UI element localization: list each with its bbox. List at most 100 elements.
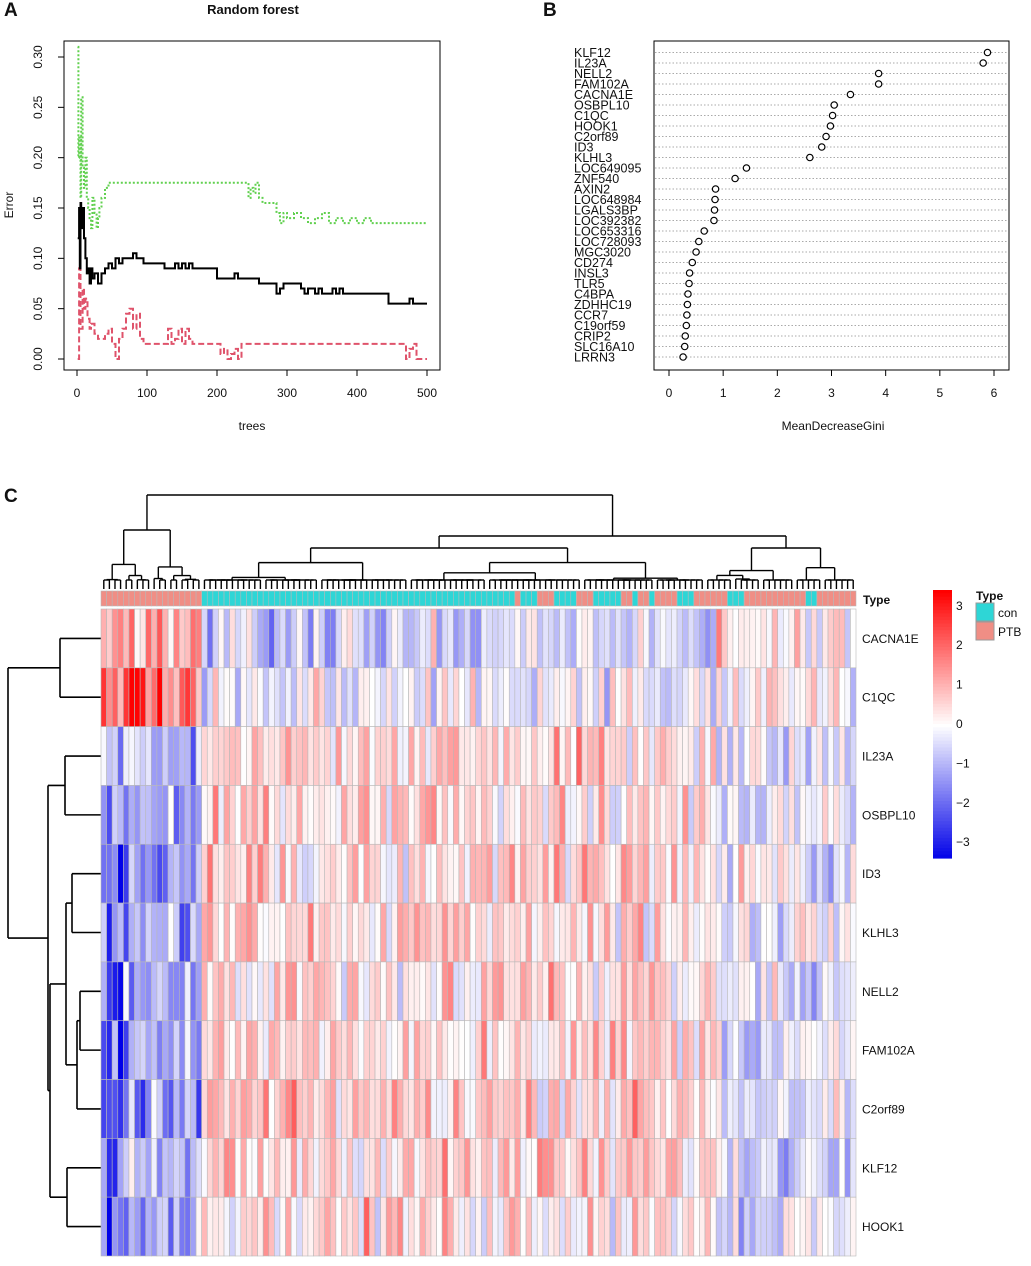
heatmap-cell xyxy=(659,1079,667,1139)
heatmap-cell xyxy=(352,1138,359,1198)
heatmap-cell xyxy=(369,667,376,727)
heatmap-cell xyxy=(436,726,443,786)
type-cell xyxy=(385,590,393,607)
heatmap-cell xyxy=(693,1079,700,1139)
heatmap-cell xyxy=(380,1138,387,1198)
variable-label: TLR5 xyxy=(574,277,605,291)
heatmap-cell xyxy=(576,1020,583,1080)
heatmap-cell xyxy=(302,1020,309,1080)
heatmap-cell xyxy=(262,1138,270,1198)
heatmap-cell xyxy=(564,1196,572,1257)
scale-gradient-step xyxy=(933,834,952,839)
heatmap-cell xyxy=(408,961,415,1022)
type-cell xyxy=(380,590,387,607)
heatmap-cell xyxy=(604,785,611,845)
heatmap-cell xyxy=(419,1079,426,1139)
heatmap-cell xyxy=(715,1196,723,1257)
heatmap-cell xyxy=(352,1079,359,1139)
type-cell xyxy=(173,590,180,607)
heatmap-cell xyxy=(592,843,600,904)
heatmap-cell xyxy=(799,726,806,786)
heatmap-cell xyxy=(492,667,499,727)
heatmap-cell xyxy=(363,608,370,669)
heatmap-cell xyxy=(397,1020,404,1080)
importance-point xyxy=(979,59,987,67)
heatmap-cell xyxy=(139,1079,147,1139)
heatmap-cell xyxy=(676,608,683,669)
heatmap-cell xyxy=(402,902,409,963)
scale-gradient-step xyxy=(933,757,952,762)
heatmap-cell xyxy=(234,1079,242,1139)
heatmap-cell xyxy=(285,1020,292,1080)
heatmap-cell xyxy=(687,1138,695,1198)
heatmap-cell xyxy=(469,608,476,669)
heatmap-cell xyxy=(391,726,398,786)
heatmap-cell xyxy=(363,1079,370,1139)
heatmap-cell xyxy=(313,1138,320,1198)
heatmap-cell xyxy=(229,1020,236,1080)
variable-label: LOC649095 xyxy=(574,162,641,176)
heatmap-cell xyxy=(402,1196,409,1257)
heatmap-cell xyxy=(145,961,152,1022)
heatmap-cell xyxy=(508,1020,516,1080)
heatmap-cell xyxy=(710,667,717,727)
heatmap-cell xyxy=(738,843,745,904)
heatmap-cell xyxy=(246,902,253,963)
type-cell xyxy=(592,590,600,607)
heatmap-cell xyxy=(620,961,627,1022)
heatmap-cell xyxy=(346,843,353,904)
heatmap-cell xyxy=(587,1020,594,1080)
row-label: FAM102A xyxy=(862,1044,915,1058)
type-cell xyxy=(357,590,365,607)
heatmap-cell xyxy=(156,1020,163,1080)
heatmap-cell xyxy=(145,667,152,727)
heatmap-cell xyxy=(296,608,303,669)
heatmap-cell xyxy=(447,608,454,669)
heatmap-cell xyxy=(665,1138,672,1198)
heatmap-cell xyxy=(525,726,532,786)
heatmap-cell xyxy=(223,902,230,963)
heatmap-cell xyxy=(251,1020,258,1080)
scale-gradient-step xyxy=(933,700,952,705)
heatmap-cell xyxy=(833,961,840,1022)
heatmap-cell xyxy=(749,726,756,786)
heatmap-cell xyxy=(313,1020,320,1080)
type-cell xyxy=(710,590,717,607)
heatmap-cell xyxy=(676,902,683,963)
heatmap-cell xyxy=(844,1079,851,1139)
heatmap-cell xyxy=(145,1196,152,1257)
heatmap-cell xyxy=(223,1196,230,1257)
heatmap-cell xyxy=(609,961,616,1022)
heatmap-cell xyxy=(850,902,857,963)
heatmap-cell xyxy=(805,1020,812,1080)
heatmap-cell xyxy=(123,961,130,1022)
heatmap-cell xyxy=(693,1020,700,1080)
heatmap-cell xyxy=(486,843,493,904)
heatmap-cell xyxy=(771,608,778,669)
type-cell xyxy=(480,590,488,607)
heatmap-cell xyxy=(251,961,258,1022)
heatmap-cell xyxy=(329,961,337,1022)
type-cell xyxy=(704,590,711,607)
heatmap-cell xyxy=(486,608,493,669)
heatmap-cell xyxy=(620,1020,627,1080)
variable-label: AXIN2 xyxy=(574,183,610,197)
heatmap-cell xyxy=(771,1138,778,1198)
heatmap-cell xyxy=(453,1138,460,1198)
heatmap-cell xyxy=(643,1196,650,1257)
heatmap-cell xyxy=(329,1079,337,1139)
heatmap-cell xyxy=(676,961,683,1022)
heatmap-cell xyxy=(318,843,325,904)
heatmap-cell xyxy=(648,1020,655,1080)
type-cell xyxy=(620,590,627,607)
importance-point xyxy=(742,164,751,172)
heatmap-cell xyxy=(106,902,113,963)
heatmap-cell xyxy=(274,902,281,963)
heatmap-cell xyxy=(564,843,572,904)
heatmap-cell xyxy=(771,1020,778,1080)
heatmap-cell xyxy=(201,902,208,963)
heatmap-cell xyxy=(106,608,113,669)
heatmap-cell xyxy=(139,667,147,727)
heatmap-cell xyxy=(844,785,851,845)
heatmap-cell xyxy=(374,785,381,845)
